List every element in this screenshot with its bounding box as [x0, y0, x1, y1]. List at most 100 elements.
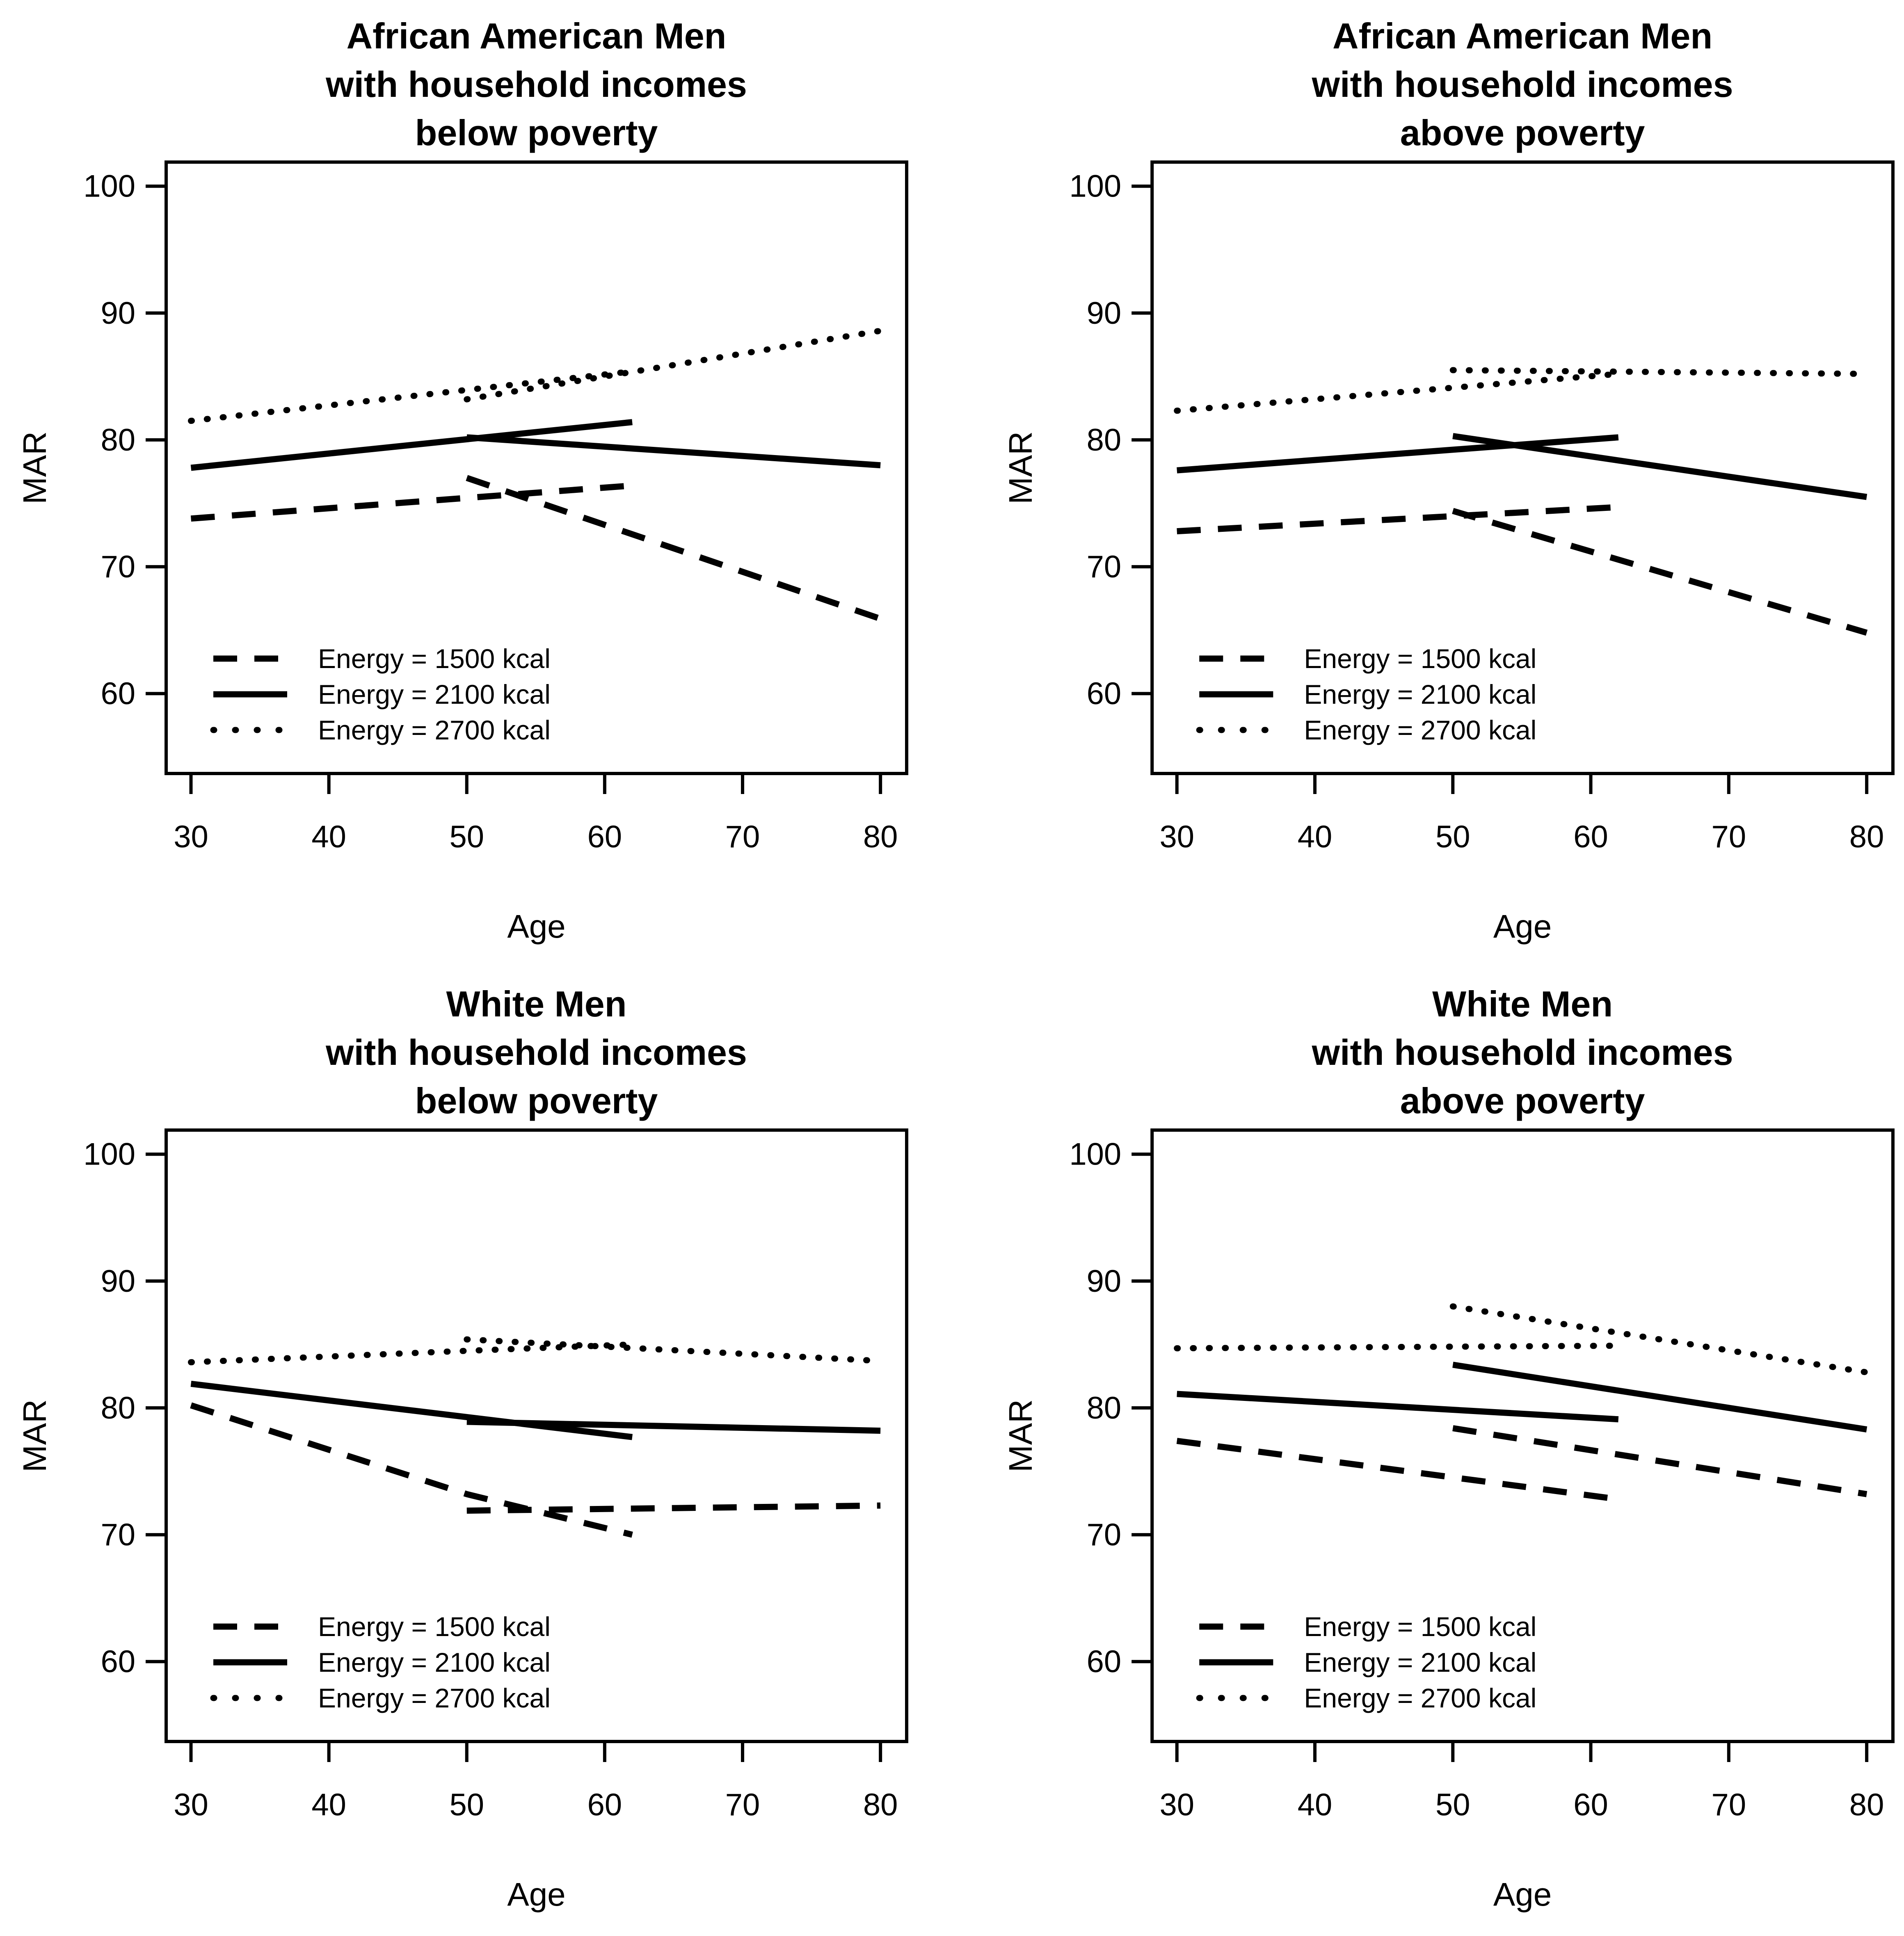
- x-tick-label: 50: [449, 1787, 484, 1822]
- x-axis-title: Age: [507, 908, 565, 945]
- chart-svg: African American Men with household incom…: [1002, 16, 1895, 945]
- y-tick-label: 90: [101, 1264, 135, 1299]
- chart-title-line: above poverty: [1400, 1080, 1645, 1121]
- x-tick-label: 50: [1435, 819, 1470, 854]
- plot-box: [165, 160, 908, 775]
- y-tick-label: 70: [101, 1517, 135, 1552]
- x-tick-label: 50: [449, 819, 484, 854]
- x-axis-title: Age: [1493, 1876, 1552, 1913]
- chart-svg: White Men with household incomes below pov…: [16, 984, 908, 1913]
- y-axis-title: MAR: [16, 1399, 53, 1472]
- x-tick-label: 80: [863, 1787, 898, 1822]
- y-tick-label: 80: [101, 1391, 135, 1426]
- y-tick-label: 80: [101, 423, 135, 458]
- legend-label: Energy = 2100 kcal: [318, 1647, 551, 1677]
- x-tick-label: 30: [1159, 1787, 1194, 1822]
- x-axis-title: Age: [1493, 908, 1552, 945]
- series-line-solid: [1177, 434, 1619, 474]
- chart-title-line: African American Men: [1333, 16, 1712, 56]
- legend-label: Energy = 2100 kcal: [1304, 679, 1536, 709]
- series-line-dashed: [466, 475, 882, 622]
- series-line-dashed: [466, 1502, 881, 1514]
- y-tick-label: 100: [83, 169, 135, 204]
- y-axis-title: MAR: [1002, 431, 1039, 504]
- series-line-solid: [466, 434, 881, 469]
- series-line-dashed: [1452, 508, 1868, 636]
- x-tick-label: 40: [311, 819, 346, 854]
- chart-title-line: White Men: [1432, 984, 1613, 1024]
- x-tick-label: 70: [725, 819, 760, 854]
- series-line-dotted: [1449, 1303, 1870, 1375]
- x-tick-label: 60: [587, 1787, 622, 1822]
- chart-title-line: with household incomes: [1312, 1032, 1733, 1073]
- y-tick-label: 60: [1087, 1644, 1122, 1679]
- chart-title-line: White Men: [446, 984, 627, 1024]
- x-tick-label: 80: [1849, 1787, 1884, 1822]
- legend-label: Energy = 2100 kcal: [1304, 1647, 1536, 1677]
- legend-label: Energy = 2700 kcal: [318, 715, 551, 745]
- y-tick-label: 60: [1087, 676, 1122, 711]
- series-line-solid: [1452, 1362, 1867, 1433]
- series-line-dotted: [1174, 1343, 1622, 1352]
- x-tick-label: 80: [1849, 819, 1884, 854]
- series-line-dashed: [1176, 1437, 1619, 1503]
- plot-box: [1150, 1128, 1895, 1743]
- series-line-dotted: [1449, 367, 1870, 377]
- y-tick-label: 70: [101, 549, 135, 584]
- y-tick-label: 100: [1069, 1137, 1121, 1172]
- legend-label: Energy = 2700 kcal: [1304, 1683, 1536, 1713]
- x-tick-label: 60: [1573, 819, 1608, 854]
- chart-title-line: with household incomes: [1312, 64, 1733, 105]
- y-tick-label: 60: [101, 676, 135, 711]
- x-tick-label: 30: [1159, 819, 1194, 854]
- chart-panel-white-men-below-poverty: White Men with household incomes below pov…: [0, 968, 952, 1936]
- legend-label: Energy = 2100 kcal: [318, 679, 551, 709]
- series-line-solid: [466, 1419, 881, 1434]
- series-line-dotted: [464, 327, 884, 403]
- x-tick-label: 40: [311, 1787, 346, 1822]
- series-line-solid: [190, 1380, 633, 1440]
- chart-panel-african-american-above-poverty: African American Men with household incom…: [952, 0, 1904, 968]
- chart-svg: White Men with household incomes above pov…: [1002, 984, 1895, 1913]
- y-axis-title: MAR: [1002, 1399, 1039, 1472]
- y-tick-label: 100: [83, 1137, 135, 1172]
- series-line-solid: [1177, 1391, 1619, 1423]
- x-tick-label: 40: [1298, 1787, 1333, 1822]
- y-axis-title: MAR: [16, 431, 53, 504]
- chart-title-line: below poverty: [415, 1080, 658, 1121]
- x-tick-label: 30: [174, 1787, 208, 1822]
- y-tick-label: 100: [1069, 169, 1121, 204]
- plot-box: [165, 1128, 908, 1743]
- chart-title-line: below poverty: [415, 112, 658, 153]
- legend-label: Energy = 2700 kcal: [318, 1683, 551, 1713]
- chart-svg: African American Men with household incom…: [16, 16, 908, 945]
- x-tick-label: 30: [174, 819, 208, 854]
- x-axis-title: Age: [507, 1876, 565, 1913]
- series-line-dotted: [464, 1336, 884, 1364]
- legend-label: Energy = 1500 kcal: [318, 643, 551, 674]
- series-line-dotted: [188, 1341, 635, 1366]
- y-tick-label: 90: [1087, 1264, 1122, 1299]
- legend-label: Energy = 1500 kcal: [318, 1611, 551, 1642]
- y-tick-label: 70: [1087, 1517, 1122, 1552]
- plot-box: [1150, 160, 1895, 775]
- chart-title-line: with household incomes: [325, 64, 747, 105]
- x-tick-label: 70: [725, 1787, 760, 1822]
- y-tick-label: 90: [101, 296, 135, 331]
- x-tick-label: 50: [1435, 1787, 1470, 1822]
- chart-title-line: above poverty: [1400, 112, 1645, 153]
- series-line-dotted: [1174, 371, 1622, 414]
- series-line-dashed: [1452, 1425, 1867, 1497]
- y-tick-label: 90: [1087, 296, 1122, 331]
- y-tick-label: 80: [1087, 1391, 1122, 1426]
- x-tick-label: 70: [1712, 819, 1746, 854]
- legend-label: Energy = 2700 kcal: [1304, 715, 1536, 745]
- chart-title-line: African American Men: [347, 16, 727, 56]
- series-line-dotted: [188, 368, 635, 424]
- legend-label: Energy = 1500 kcal: [1304, 643, 1536, 674]
- series-line-dashed: [1177, 504, 1619, 535]
- series-line-dashed: [190, 482, 633, 522]
- x-tick-label: 60: [587, 819, 622, 854]
- chart-title-line: with household incomes: [325, 1032, 747, 1073]
